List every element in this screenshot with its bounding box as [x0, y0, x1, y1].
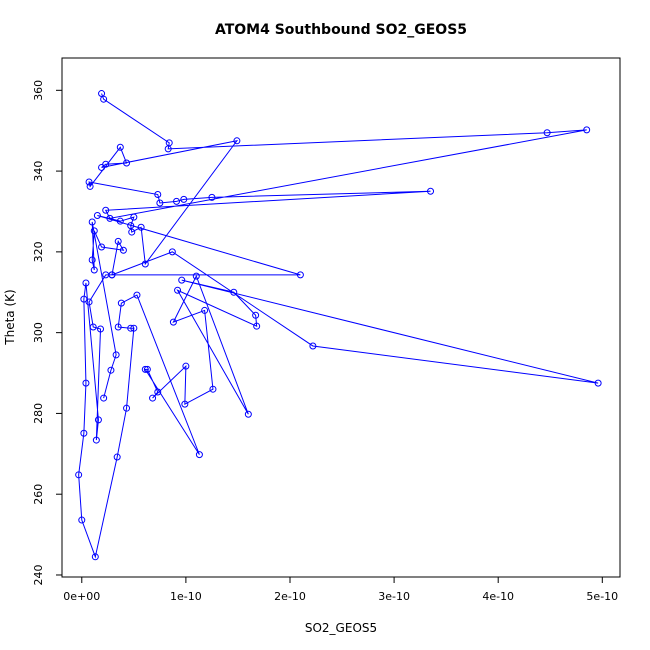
- plot-box: [61, 57, 621, 578]
- point: [253, 322, 261, 330]
- point: [192, 272, 200, 280]
- point: [107, 366, 115, 374]
- point: [97, 325, 105, 333]
- point: [113, 453, 121, 461]
- point: [94, 416, 102, 424]
- point: [309, 342, 317, 350]
- point: [85, 178, 93, 186]
- point: [75, 471, 83, 479]
- point: [173, 197, 181, 205]
- y-tick-label: 240: [32, 564, 45, 585]
- y-tick-label: 280: [32, 403, 45, 424]
- x-tick-label: 2e-10: [274, 590, 306, 603]
- point: [149, 394, 157, 402]
- point: [82, 379, 90, 387]
- point: [130, 213, 138, 221]
- point: [92, 436, 100, 444]
- point: [116, 217, 124, 225]
- point: [116, 143, 124, 151]
- point: [90, 227, 98, 235]
- point: [112, 351, 120, 359]
- point: [195, 451, 203, 459]
- point: [233, 137, 241, 145]
- point: [128, 228, 136, 236]
- point: [102, 206, 110, 214]
- point: [100, 95, 108, 103]
- point: [244, 410, 252, 418]
- point: [180, 195, 188, 203]
- point: [156, 199, 164, 207]
- point: [78, 516, 86, 524]
- point: [90, 266, 98, 274]
- point: [117, 299, 125, 307]
- point: [127, 222, 135, 230]
- point: [130, 324, 138, 332]
- point: [93, 212, 101, 220]
- point: [88, 256, 96, 264]
- point: [108, 271, 116, 279]
- y-tick-label: 320: [32, 241, 45, 262]
- point: [98, 243, 106, 251]
- x-tick-label: 4e-10: [482, 590, 514, 603]
- point: [296, 271, 304, 279]
- point: [137, 223, 145, 231]
- point: [82, 279, 90, 287]
- point: [100, 394, 108, 402]
- point: [141, 365, 149, 373]
- point: [169, 318, 177, 326]
- point: [123, 159, 131, 167]
- chart-title: ATOM4 Southbound SO2_GEOS5: [215, 22, 467, 38]
- point: [119, 246, 127, 254]
- point: [106, 214, 114, 222]
- y-tick-label: 260: [32, 484, 45, 505]
- point: [123, 404, 131, 412]
- point: [583, 126, 591, 134]
- point: [80, 295, 88, 303]
- point: [164, 145, 172, 153]
- point: [89, 323, 97, 331]
- x-tick-label: 1e-10: [170, 590, 202, 603]
- point: [114, 237, 122, 245]
- point: [181, 400, 189, 408]
- point: [252, 311, 260, 319]
- point: [427, 187, 435, 195]
- x-tick-label: 3e-10: [378, 590, 410, 603]
- point: [209, 385, 217, 393]
- point: [91, 553, 99, 561]
- series-line: [78, 93, 599, 559]
- y-tick-label: 360: [32, 80, 45, 101]
- point: [543, 129, 551, 137]
- point: [174, 286, 182, 294]
- point: [98, 163, 106, 171]
- point: [88, 218, 96, 226]
- point: [182, 362, 190, 370]
- point: [86, 182, 94, 190]
- y-tick-label: 340: [32, 161, 45, 182]
- point: [154, 388, 162, 396]
- point: [127, 324, 135, 332]
- point: [594, 379, 602, 387]
- point: [230, 288, 238, 296]
- point: [114, 323, 122, 331]
- x-tick-label: 0e+00: [63, 590, 100, 603]
- point: [201, 306, 209, 314]
- point: [168, 248, 176, 256]
- point: [85, 298, 93, 306]
- y-axis-label: Theta (K): [3, 289, 17, 345]
- point: [208, 193, 216, 201]
- point: [80, 429, 88, 437]
- x-axis-label: SO2_GEOS5: [305, 621, 377, 635]
- point: [141, 260, 149, 268]
- point: [154, 191, 162, 199]
- point: [143, 365, 151, 373]
- y-tick-label: 300: [32, 322, 45, 343]
- point: [178, 276, 186, 284]
- x-tick-label: 5e-10: [586, 590, 618, 603]
- point: [133, 291, 141, 299]
